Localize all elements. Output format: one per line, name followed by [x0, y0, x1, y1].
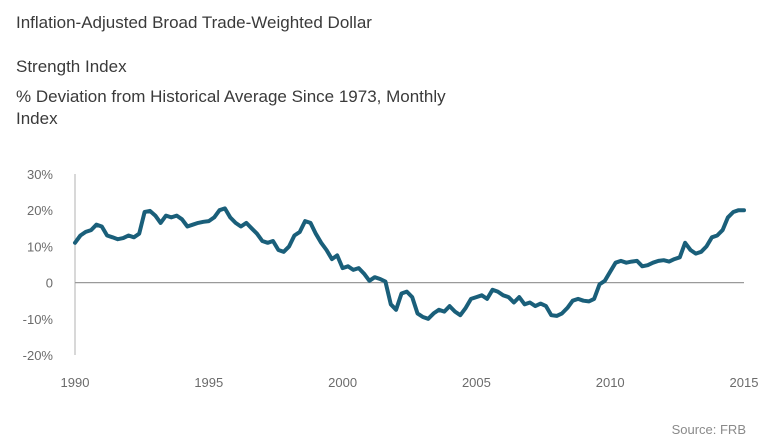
chart-note: % Deviation from Historical Average Sinc…	[16, 87, 446, 106]
y-tick-label: 30%	[27, 167, 53, 182]
chart-units: Index	[16, 109, 58, 128]
y-tick-label: -20%	[23, 348, 54, 363]
y-tick-label: 10%	[27, 239, 53, 254]
source-note: Source: FRB	[671, 422, 746, 437]
x-tick-label: 2015	[730, 375, 759, 390]
y-tick-label: 20%	[27, 203, 53, 218]
chart-subtitle: Strength Index	[16, 57, 127, 76]
series-line	[73, 206, 746, 321]
chart-header: Inflation-Adjusted Broad Trade-Weighted …	[16, 12, 736, 130]
x-tick-label: 2005	[462, 375, 491, 390]
chart-title: Inflation-Adjusted Broad Trade-Weighted …	[16, 13, 372, 32]
x-tick-label: 2000	[328, 375, 357, 390]
x-tick-label: 1990	[61, 375, 90, 390]
x-tick-label: 1995	[194, 375, 223, 390]
x-tick-label: 2010	[596, 375, 625, 390]
y-tick-label: 0	[46, 276, 53, 291]
y-tick-label: -10%	[23, 312, 54, 327]
